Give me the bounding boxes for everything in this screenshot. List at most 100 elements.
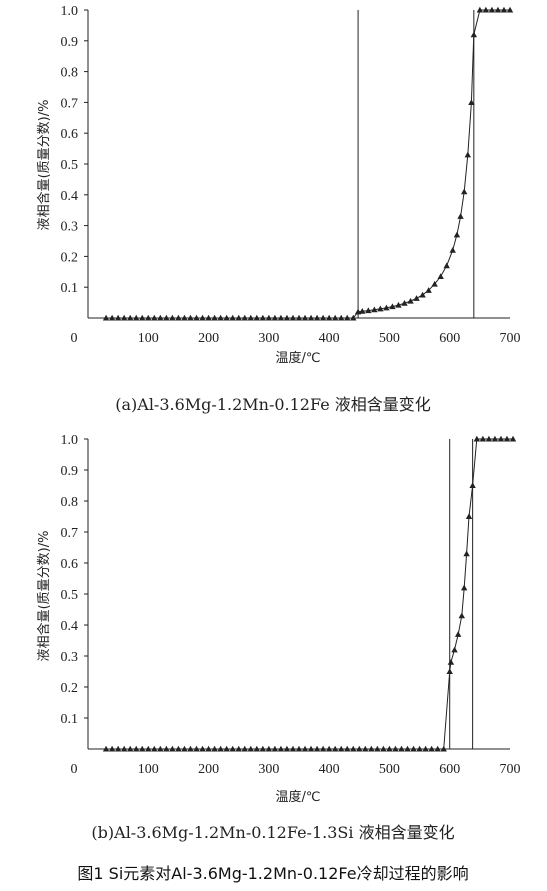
data-point-marker [491,435,499,442]
data-point-marker [181,745,188,752]
data-point-marker [419,291,426,298]
data-point-marker [163,314,170,321]
x-tick-label: 200 [198,762,219,777]
data-point-marker [145,314,152,321]
data-point-marker [454,631,462,637]
data-point-marker [235,745,242,752]
y-axis-label-b: 液相含量(质量分数)/% [36,531,52,662]
data-point-marker [497,435,505,442]
data-point-marker [307,745,315,752]
data-point-marker [235,314,242,321]
figure-caption: 图1 Si元素对Al-3.6Mg-1.2Mn-0.12Fe冷却过程的影响 [77,864,468,883]
y-tick-label: 1.0 [61,433,79,448]
data-point-marker [211,745,218,752]
chart-panel-a: 0.1 0.2 0.3 0.4 0.5 0.6 0.7 0.8 0.9 1.0 0 100 200 30… [36,4,521,414]
data-point-marker [425,287,432,293]
y-tick-label: 1.0 [61,4,79,19]
data-point-marker [482,6,490,13]
data-point-marker [431,280,438,287]
data-point-marker [241,745,248,752]
data-point-marker [139,745,146,752]
x-tick-label: 200 [198,331,219,346]
data-point-marker [401,300,408,306]
caption-a: (a)Al-3.6Mg-1.2Mn-0.12Fe 液相含量变化 [115,395,431,414]
data-point-marker [437,273,444,279]
data-point-marker [253,314,260,321]
data-point-marker [359,308,366,314]
data-point-marker [175,745,182,752]
data-point-marker [157,745,164,752]
data-point-marker [133,745,140,752]
x-tick-label: 400 [319,331,340,346]
data-point-marker [217,745,224,752]
data-point-marker [422,745,429,752]
data-point-marker [319,745,327,752]
x-tick-label: 0 [71,762,78,777]
data-point-marker [133,314,140,321]
x-tick-label: 400 [319,762,340,777]
data-point-marker [265,745,273,752]
data-point-marker [473,435,481,442]
y-tick-label: 0.7 [61,526,79,541]
data-point-marker [127,314,134,321]
data-point-marker [350,314,357,321]
series-line-a [106,9,510,319]
data-point-marker [389,303,396,310]
data-point-marker [313,745,321,752]
data-point-marker [395,301,402,308]
data-point-marker [325,745,333,752]
data-point-marker [181,314,188,321]
data-point-marker [465,513,473,520]
data-point-marker [313,314,321,321]
data-point-marker [283,745,291,752]
y-tick-label: 0.9 [61,35,79,50]
data-point-marker [259,745,267,752]
data-point-marker [464,151,471,158]
y-tick-label: 0.5 [61,158,79,173]
data-point-marker [331,314,339,321]
data-point-marker [108,314,116,321]
data-point-marker [458,612,465,619]
data-point-marker [108,745,116,752]
data-point-marker [386,745,393,752]
data-point-marker [392,745,399,752]
chart-panel-b: 0.1 0.2 0.3 0.4 0.5 0.6 0.7 0.8 0.9 1.0 0 100 200 30… [36,433,521,842]
data-point-marker [331,745,339,752]
data-point-marker [485,435,493,442]
x-tick-label: 500 [379,331,400,346]
data-point-marker [451,646,458,653]
data-point-marker [102,745,110,752]
data-point-marker [428,745,435,752]
data-point-marker [120,314,128,321]
data-point-marker [503,435,511,442]
data-point-marker [344,745,351,752]
data-point-marker [362,745,369,752]
data-point-marker [247,314,254,321]
data-point-marker [187,745,194,752]
data-point-marker [453,231,461,238]
data-point-marker [377,305,384,312]
data-point-marker [344,314,351,321]
data-point-marker [247,745,254,752]
data-point-marker [259,314,267,321]
data-point-marker [289,314,297,321]
data-point-marker [265,314,273,321]
data-point-marker [374,745,381,752]
y-tick-label: 0.2 [61,681,79,696]
data-point-marker [241,314,248,321]
data-point-marker [277,314,285,321]
data-point-marker [307,314,315,321]
data-point-marker [139,314,146,321]
data-point-marker [383,304,390,311]
data-point-marker [223,745,230,752]
data-point-marker [114,745,122,752]
data-point-marker [114,314,122,321]
data-point-marker [398,745,405,752]
data-point-marker [457,213,464,219]
data-point-marker [463,550,470,557]
data-point-marker [157,314,164,321]
data-point-marker [127,745,134,752]
data-point-marker [449,247,456,253]
data-point-marker [199,314,206,321]
